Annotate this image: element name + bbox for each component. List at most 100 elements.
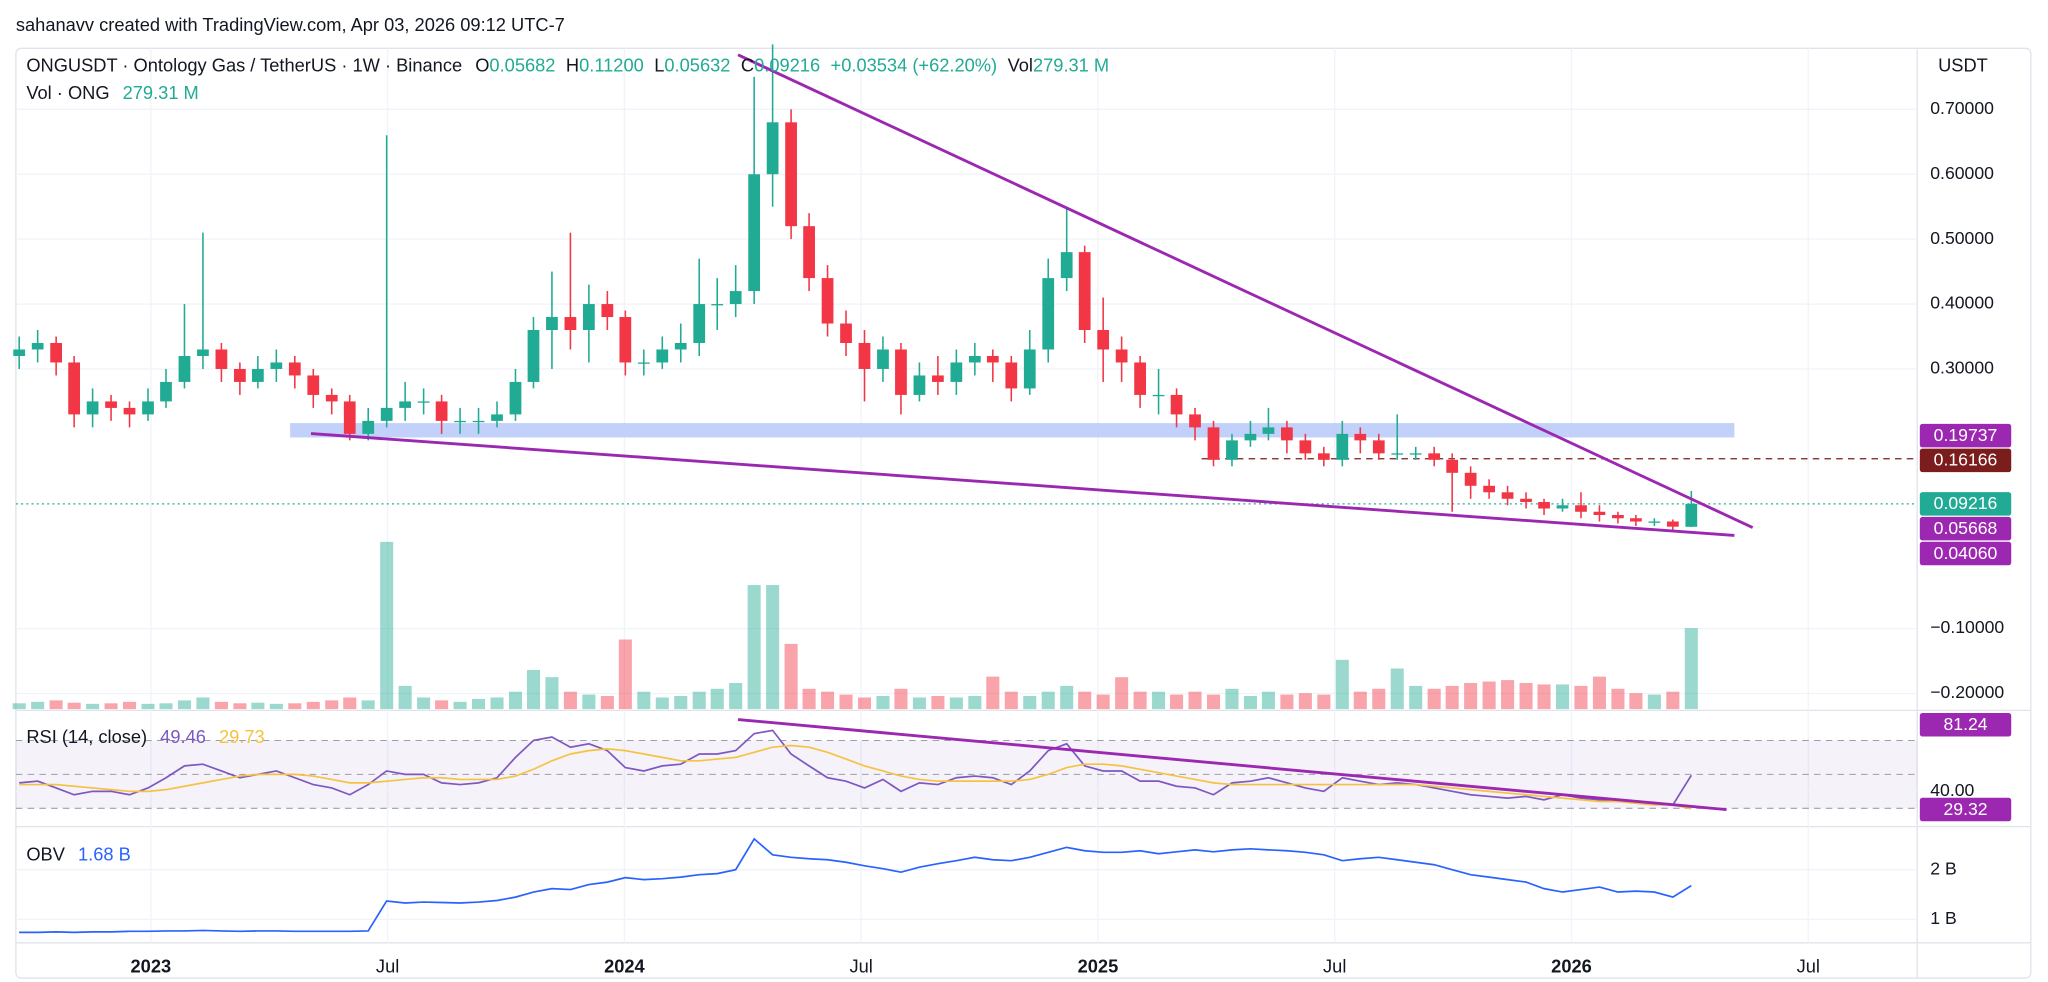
volume-bar [49,700,63,710]
candle-body [1372,440,1385,454]
volume-bar [12,703,26,710]
candle-body [1097,330,1110,350]
volume-bar [674,696,688,710]
candle-body [1078,252,1091,331]
legend-line: RSI (14, close) 49.46 29.73 [26,726,264,747]
candle-body [178,355,191,382]
trendline [737,53,1754,529]
volume-bar [692,691,706,710]
candle-body [509,381,522,415]
volume-bar [582,694,596,710]
candle-body [1446,459,1459,473]
volume-bar [894,688,908,710]
volume-bar [968,696,982,710]
candle-body [1666,521,1679,527]
candle-body [1005,362,1018,389]
volume-bar [1261,691,1275,710]
volume-bar [1225,688,1239,710]
indicator-name: OBV [26,843,65,864]
price-label: 0.05668 [1934,518,1998,538]
candle-body [307,375,320,395]
candle-body [895,349,907,395]
volume-bar [986,676,1000,710]
stat-value: 279.31 M [1033,54,1109,75]
price-label-box [1919,541,2012,566]
change: +0.03534 (+62.20%) [831,54,998,75]
frame [15,47,2032,979]
volume-bar [435,700,449,710]
candle-body [1501,492,1514,499]
candle-body [1483,485,1495,493]
volume-bar [1317,694,1331,710]
volume-bar [1574,685,1588,710]
volume-bar [1023,696,1037,710]
y-tick-label: 0.60000 [1930,163,1994,183]
x-tick-label: Jul [376,955,399,976]
volume-bar [600,696,614,710]
volume-bar [1078,691,1092,710]
candle-body [142,401,154,415]
candle-body [1685,503,1698,527]
candle-body [399,401,412,408]
price-label-box [1919,492,2012,516]
stat-key: H [566,54,579,75]
candle-body [160,381,172,402]
indicator-value: 1.68 B [78,843,131,864]
volume-bar [1684,628,1698,710]
y-tick-label: −0.10000 [1930,617,2004,637]
volume-bar [1464,682,1478,710]
candle-body [564,317,577,331]
y-tick-label: 1 B [1930,908,1956,928]
candle-body [1152,394,1165,397]
volume-bar [31,701,45,710]
volume-bar [233,703,247,710]
volume-bar [306,701,320,710]
volume-bar [1537,684,1551,710]
trendline [737,718,1727,812]
candle-body [968,355,981,363]
legend-line: ONGUSDT · Ontology Gas / TetherUS · 1W ·… [26,54,1109,75]
volume-bar [1666,691,1680,710]
price-label: 0.04060 [1934,543,1998,563]
candle-body [950,362,963,382]
candle-body [1556,505,1569,509]
candle-body [1115,349,1128,363]
stat-key: L [654,54,664,75]
candle-body [986,355,999,363]
candle-body [1409,453,1422,455]
volume-bar [1519,682,1533,710]
volume-bar [1188,691,1202,710]
volume-bar [876,696,890,710]
volume-bar [618,639,632,710]
volume-bar [1390,668,1404,710]
volume-bar [563,691,577,710]
volume-bar [747,585,761,710]
y-tick-label: 2 B [1930,858,1956,878]
candle-body [1648,521,1661,523]
candle-body [1538,502,1550,509]
volume-bar [931,696,945,710]
candle-body [932,375,944,382]
candle-body [50,342,63,363]
volume-bar [1041,691,1055,710]
volume-bar [508,691,523,710]
volume-bar [1115,677,1129,710]
volume-bar [325,700,339,710]
candle-body [105,401,117,408]
candle-body [68,362,81,415]
volume-bar [1482,681,1496,710]
candle-body [637,362,650,364]
volume-bar [802,688,816,710]
volume-bar [1280,694,1294,710]
stat-key: Vol [1008,54,1033,75]
candle-body [546,317,558,331]
candle-body [1060,252,1073,279]
candle-body [215,349,228,369]
candle-body [821,278,834,324]
volume-bar [398,685,412,710]
candle-body [656,349,669,363]
price-label-box [1919,516,2012,541]
labels-layer: 2023 Jul 2024 Jul 2025 Jul 2026 Jul 0.70000 0.600… [131,98,2012,976]
volume-bar [1501,680,1515,710]
